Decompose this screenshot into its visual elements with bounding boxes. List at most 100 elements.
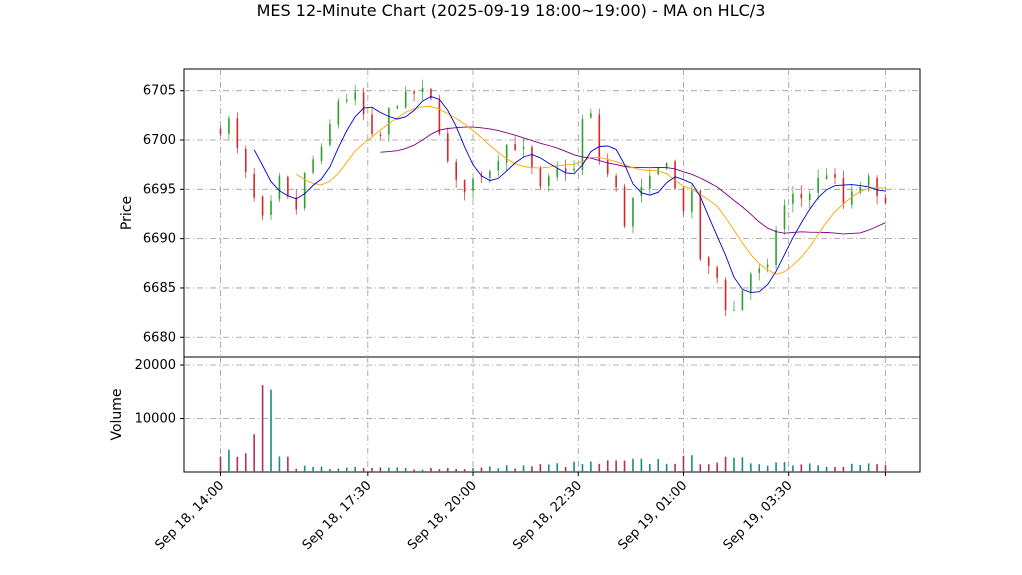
volume-bar: [219, 456, 222, 472]
volume-bar: [640, 458, 643, 472]
candle-body: [699, 190, 702, 260]
volume-bar: [261, 385, 264, 472]
candle-body: [792, 193, 794, 204]
candles-group: [219, 79, 887, 317]
volume-bar: [438, 469, 441, 472]
candle-body: [362, 92, 365, 115]
candle-body: [733, 309, 735, 311]
candle-body: [724, 279, 727, 311]
candle-body: [808, 193, 811, 201]
volume-bar: [564, 466, 567, 472]
volume-bar: [547, 464, 550, 472]
volume-bar: [531, 466, 533, 472]
volume-bar: [329, 468, 331, 472]
candle-body: [463, 179, 466, 193]
volume-bar: [472, 467, 474, 472]
volume-bar: [691, 455, 693, 472]
candle-body: [455, 162, 457, 180]
candle-body: [547, 176, 550, 187]
volume-bar: [649, 463, 651, 472]
volume-bar: [295, 468, 298, 472]
volume-bar: [371, 467, 373, 472]
volume-bar: [228, 449, 230, 472]
volume-bars-group: [219, 385, 887, 472]
volume-bar: [657, 459, 660, 472]
volume-bar: [682, 455, 685, 472]
candle-body: [884, 197, 887, 204]
price-tick-label: 6680: [143, 330, 176, 345]
candle-body: [876, 177, 878, 197]
candle-body: [834, 174, 836, 178]
volume-bar: [430, 467, 432, 472]
candle-body: [514, 144, 516, 151]
candle-body: [261, 196, 264, 216]
price-panel-frame: [183, 68, 921, 358]
volume-bar: [766, 465, 769, 472]
volume-bar: [800, 464, 803, 472]
ma-mid-line: [296, 106, 886, 275]
candle-body: [564, 168, 567, 172]
volume-bar: [724, 456, 727, 472]
price-tick-label: 6695: [143, 182, 176, 197]
candle-body: [581, 119, 584, 170]
candle-body: [531, 147, 533, 168]
candle-body: [707, 257, 710, 266]
volume-bar: [236, 456, 239, 472]
volume-bar: [581, 463, 584, 472]
volume-bar: [817, 465, 819, 472]
candle-body: [716, 267, 718, 279]
volume-bar: [455, 469, 457, 472]
volume-bar: [825, 466, 828, 472]
volume-bar: [278, 456, 281, 472]
volume-axis-label: Volume: [109, 388, 125, 440]
volume-bar: [884, 465, 887, 472]
candle-body: [632, 197, 634, 227]
volume-bar: [573, 461, 575, 472]
volume-bar: [270, 389, 272, 472]
candle-body: [472, 178, 474, 191]
candle-body: [480, 176, 483, 178]
volume-bar: [590, 461, 592, 472]
candle-body: [505, 144, 508, 163]
candle-body: [413, 91, 415, 94]
candle-body: [623, 186, 626, 227]
ma-fast-line: [253, 96, 886, 294]
volume-bar: [792, 465, 794, 472]
x-tick-label: Sep 18, 22:30: [510, 478, 585, 553]
volume-bar: [320, 466, 323, 472]
candle-body: [867, 176, 870, 186]
candle-body: [674, 161, 676, 189]
candle-body: [758, 268, 761, 273]
volume-bar: [505, 465, 508, 472]
candle-body: [766, 264, 769, 268]
volume-bar: [396, 467, 399, 472]
price-tick-label: 6700: [143, 133, 176, 148]
candle-body: [354, 92, 356, 100]
candle-body: [295, 197, 298, 210]
candle-body: [522, 146, 525, 149]
candle-body: [817, 177, 819, 193]
candle-body: [556, 167, 559, 178]
volume-bar: [421, 469, 424, 472]
volume-bar: [834, 466, 836, 472]
volume-bar: [539, 464, 542, 472]
candle-body: [329, 123, 331, 145]
candle-body: [312, 159, 314, 173]
volume-bar: [404, 467, 407, 472]
volume-bar: [480, 467, 483, 472]
volume-bar: [337, 468, 340, 472]
candle-body: [691, 190, 693, 212]
volume-bar: [303, 465, 306, 472]
volume-bar: [842, 466, 845, 472]
candle-body: [270, 200, 272, 215]
volume-bar: [758, 464, 761, 472]
volume-bar: [312, 466, 314, 472]
volume-bar: [287, 456, 289, 472]
candle-body: [388, 108, 390, 135]
candle-body: [404, 91, 407, 108]
candle-body: [573, 168, 575, 171]
volume-bar: [514, 468, 516, 472]
candle-body: [379, 134, 382, 137]
candle-body: [253, 173, 255, 198]
x-tick-label: Sep 18, 17:30: [300, 478, 375, 553]
